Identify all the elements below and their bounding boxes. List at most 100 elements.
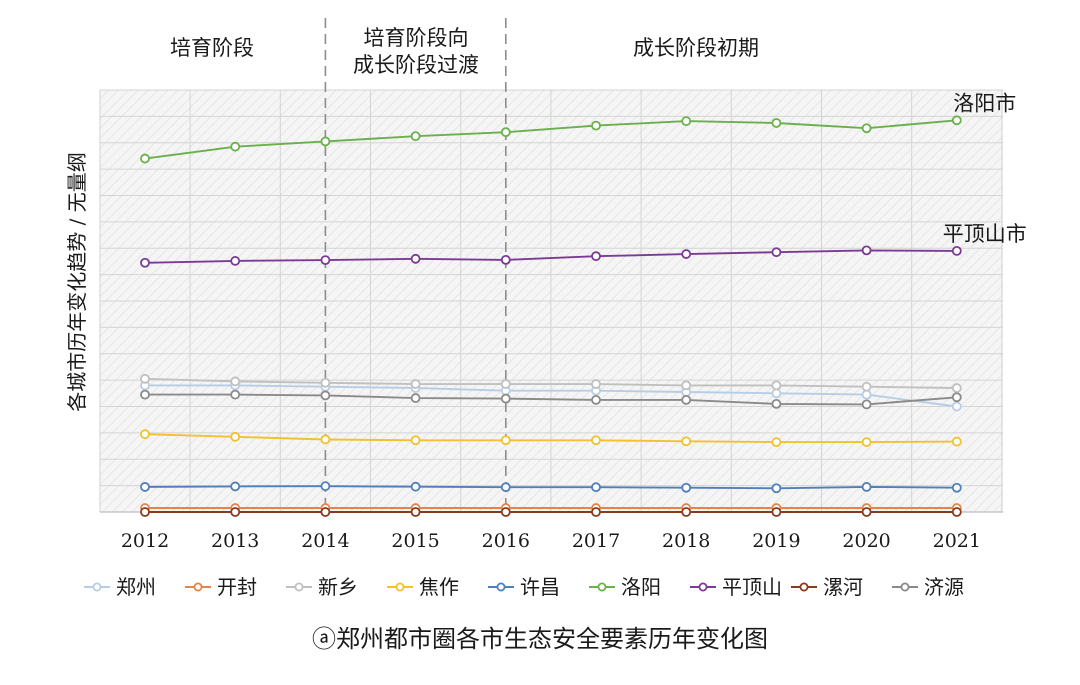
data-point: [771, 437, 782, 448]
series-end-label: 平顶山市: [943, 222, 1027, 246]
y-axis-label: 各城市历年变化趋势 / 无量纲: [65, 152, 89, 411]
series-end-label: 洛阳市: [953, 91, 1016, 115]
data-point: [951, 392, 962, 403]
data-point: [140, 429, 150, 440]
data-point: [951, 401, 962, 412]
legend-swatch-marker: [92, 582, 102, 592]
data-point: [681, 249, 692, 259]
legend-item: 开封: [185, 575, 257, 599]
data-point: [230, 141, 241, 152]
series-line: [144, 433, 957, 444]
legend-label: 新乡: [318, 575, 358, 599]
legend-swatch-marker: [799, 582, 809, 592]
data-point: [951, 482, 962, 493]
series-焦作: [140, 429, 962, 448]
legend-swatch-marker: [294, 582, 304, 592]
data-point: [591, 251, 601, 262]
legend-label: 济源: [924, 575, 964, 599]
legend-item: 济源: [892, 575, 964, 599]
data-point: [410, 253, 421, 264]
y-axis: 各城市历年变化趋势 / 无量纲: [65, 152, 89, 411]
data-point: [230, 376, 241, 387]
data-point: [230, 507, 241, 517]
data-point: [951, 507, 962, 517]
legend-swatch-marker: [193, 582, 203, 592]
data-point: [410, 379, 421, 389]
legend-label: 许昌: [520, 575, 560, 599]
legend-item: 漯河: [791, 575, 863, 599]
data-point: [861, 245, 872, 256]
data-point: [951, 383, 962, 393]
series-line: [144, 377, 957, 389]
phase-label: 成长阶段过渡: [353, 53, 479, 77]
x-tick-label: 2013: [211, 530, 259, 552]
data-point: [951, 245, 962, 256]
data-point: [591, 482, 601, 493]
data-point: [140, 389, 150, 400]
data-point: [320, 255, 331, 266]
data-point: [500, 435, 511, 446]
legend-swatch-marker: [395, 582, 405, 592]
data-point: [591, 395, 601, 405]
data-point: [140, 153, 150, 164]
data-point: [861, 482, 872, 492]
x-tick-label: 2015: [391, 530, 439, 552]
data-point: [771, 380, 782, 391]
legend-label: 平顶山: [722, 575, 782, 599]
data-point: [591, 435, 601, 446]
x-tick-label: 2016: [482, 530, 530, 552]
legend-label: 郑州: [116, 575, 156, 599]
legend-item: 许昌: [488, 575, 560, 599]
data-point: [320, 481, 331, 492]
data-point: [771, 507, 782, 517]
data-point: [230, 256, 241, 266]
data-point: [771, 118, 782, 128]
data-point: [861, 381, 872, 392]
chart-caption: ⓐ郑州都市圈各市生态安全要素历年变化图: [312, 625, 768, 653]
legend-swatch-marker: [496, 582, 506, 592]
legend-label: 开封: [217, 575, 257, 599]
x-tick-label: 2012: [121, 530, 169, 552]
series-新乡: [140, 373, 962, 393]
data-point: [951, 436, 962, 447]
series-平顶山: [140, 245, 962, 268]
series-layer: [140, 115, 962, 517]
data-point: [320, 136, 331, 147]
data-point: [591, 120, 601, 131]
series-line: [144, 119, 957, 160]
legend-label: 洛阳: [621, 575, 661, 599]
legend-swatch-marker: [900, 582, 910, 592]
x-tick-label: 2021: [933, 530, 981, 552]
legend-swatch-marker: [698, 582, 708, 592]
phase-label: 成长阶段初期: [633, 36, 759, 60]
data-point: [681, 395, 692, 405]
data-point: [410, 435, 421, 446]
data-point: [140, 482, 150, 492]
data-point: [320, 434, 331, 445]
data-point: [681, 436, 692, 447]
data-point: [591, 379, 601, 389]
legend-item: 平顶山: [690, 575, 782, 599]
series-漯河: [140, 507, 962, 517]
data-point: [320, 507, 331, 517]
data-point: [681, 116, 692, 127]
data-point: [861, 123, 872, 134]
x-tick-label: 2017: [572, 530, 620, 552]
data-point: [230, 389, 241, 400]
legend-item: 洛阳: [589, 575, 661, 599]
series-许昌: [140, 481, 962, 494]
x-tick-label: 2018: [662, 530, 710, 552]
legend-item: 郑州: [84, 575, 156, 599]
series-济源: [140, 389, 962, 410]
data-point: [771, 398, 782, 409]
data-point: [230, 431, 241, 442]
data-point: [951, 115, 962, 126]
data-point: [500, 254, 511, 265]
data-point: [140, 507, 150, 517]
x-tick-label: 2019: [752, 530, 800, 552]
legend-swatch-marker: [597, 582, 607, 592]
data-point: [320, 390, 331, 401]
